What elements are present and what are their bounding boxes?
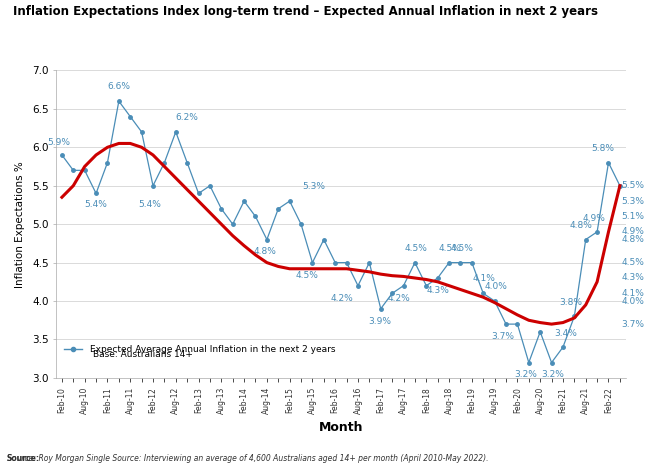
Text: Source:: Source: <box>7 454 40 463</box>
Text: 4.9%: 4.9% <box>582 213 605 223</box>
Text: 3.8%: 3.8% <box>560 298 582 307</box>
Text: 4.1%: 4.1% <box>622 289 644 298</box>
Text: 6.6%: 6.6% <box>108 82 130 91</box>
Text: 5.9%: 5.9% <box>47 138 70 147</box>
Text: 6.2%: 6.2% <box>176 113 199 122</box>
Text: 4.3%: 4.3% <box>622 273 644 283</box>
Text: 4.5%: 4.5% <box>622 258 644 267</box>
Text: 5.3%: 5.3% <box>302 182 325 191</box>
Text: 4.0%: 4.0% <box>622 297 644 306</box>
Text: 4.0%: 4.0% <box>484 282 507 291</box>
Text: 3.9%: 3.9% <box>368 317 391 326</box>
Text: 5.4%: 5.4% <box>138 200 161 209</box>
Text: 4.1%: 4.1% <box>473 274 496 283</box>
Text: 4.9%: 4.9% <box>622 227 644 236</box>
Text: 4.5%: 4.5% <box>450 244 473 253</box>
Text: Inflation Expectations Index long-term trend – Expected Annual Inflation in next: Inflation Expectations Index long-term t… <box>13 5 598 18</box>
Text: 5.8%: 5.8% <box>591 144 614 153</box>
Text: 3.2%: 3.2% <box>514 371 537 380</box>
Text: 5.3%: 5.3% <box>622 197 645 205</box>
Text: 4.5%: 4.5% <box>295 271 318 279</box>
Text: 4.3%: 4.3% <box>426 286 449 295</box>
Text: 4.2%: 4.2% <box>387 293 411 303</box>
Text: 4.2%: 4.2% <box>331 293 353 303</box>
Text: 3.2%: 3.2% <box>541 371 564 380</box>
X-axis label: Month: Month <box>319 421 363 434</box>
Text: 4.8%: 4.8% <box>253 248 276 256</box>
Text: 5.1%: 5.1% <box>622 212 645 221</box>
Text: Source: Roy Morgan Single Source: Interviewing an average of 4,600 Australians a: Source: Roy Morgan Single Source: Interv… <box>7 454 488 463</box>
Text: 5.5%: 5.5% <box>622 181 645 190</box>
Text: 3.4%: 3.4% <box>554 329 577 338</box>
Legend: Expected Average Annual Inflation in the next 2 years: Expected Average Annual Inflation in the… <box>61 342 339 358</box>
Text: 4.8%: 4.8% <box>570 221 593 230</box>
Text: 3.7%: 3.7% <box>622 320 645 329</box>
Text: 4.5%: 4.5% <box>405 244 428 253</box>
Text: 5.4%: 5.4% <box>84 200 108 209</box>
Text: 3.7%: 3.7% <box>491 332 514 341</box>
Text: Base: Australians 14+: Base: Australians 14+ <box>93 350 193 359</box>
Text: 4.8%: 4.8% <box>622 235 644 244</box>
Text: 4.5%: 4.5% <box>439 244 461 253</box>
Y-axis label: Inflation Expectations %: Inflation Expectations % <box>15 161 25 287</box>
